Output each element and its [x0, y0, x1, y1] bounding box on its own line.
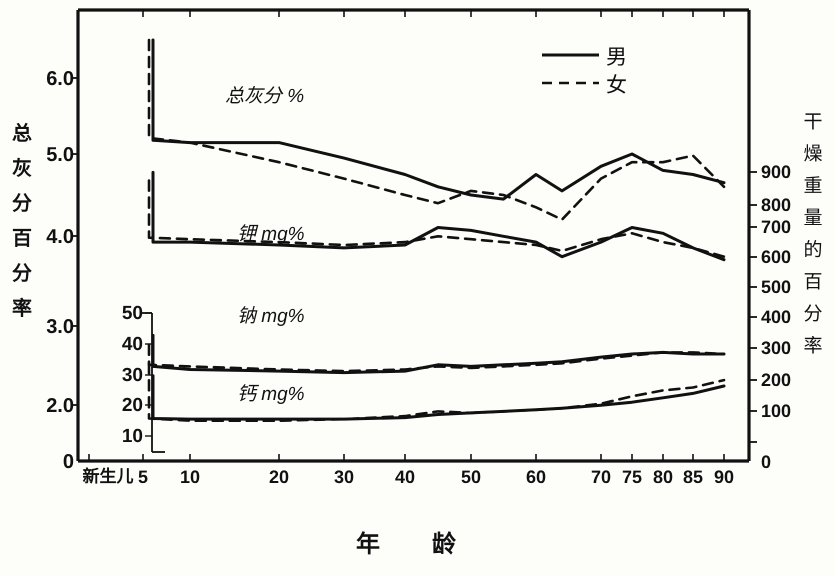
svg-text:900: 900 — [761, 162, 791, 182]
svg-text:率: 率 — [12, 297, 32, 320]
svg-text:4.0: 4.0 — [46, 226, 74, 248]
svg-text:30: 30 — [122, 365, 143, 386]
svg-text:3.0: 3.0 — [46, 316, 74, 338]
svg-text:分: 分 — [803, 304, 822, 325]
svg-text:女: 女 — [606, 74, 627, 97]
svg-text:75: 75 — [622, 467, 642, 487]
svg-text:率: 率 — [803, 335, 822, 357]
svg-text:总: 总 — [12, 122, 32, 145]
svg-text:100: 100 — [761, 401, 791, 421]
svg-text:500: 500 — [761, 277, 791, 297]
svg-text:800: 800 — [761, 195, 791, 215]
svg-text:钙 mg%: 钙 mg% — [237, 384, 305, 405]
svg-text:600: 600 — [761, 247, 791, 267]
svg-text:10: 10 — [180, 467, 200, 487]
svg-text:0: 0 — [63, 451, 74, 473]
svg-text:40: 40 — [395, 467, 415, 487]
svg-text:700: 700 — [761, 217, 791, 237]
svg-text:钠 mg%: 钠 mg% — [237, 306, 305, 327]
svg-text:2.0: 2.0 — [46, 395, 74, 417]
svg-text:70: 70 — [591, 467, 611, 487]
svg-text:钾 mg%: 钾 mg% — [237, 224, 305, 245]
svg-text:40: 40 — [122, 334, 143, 355]
svg-text:分: 分 — [12, 193, 32, 215]
svg-text:百: 百 — [12, 228, 32, 250]
svg-text:20: 20 — [122, 395, 143, 416]
svg-text:干: 干 — [803, 112, 822, 133]
svg-text:0: 0 — [761, 452, 771, 472]
svg-text:80: 80 — [653, 467, 673, 487]
svg-text:灰: 灰 — [12, 157, 32, 180]
svg-text:6.0: 6.0 — [46, 68, 74, 90]
svg-text:总灰分 %: 总灰分 % — [225, 86, 304, 107]
svg-text:20: 20 — [269, 467, 289, 487]
svg-text:新生儿: 新生儿 — [83, 467, 134, 486]
svg-text:分: 分 — [12, 263, 32, 285]
svg-text:5.0: 5.0 — [46, 144, 74, 166]
svg-text:30: 30 — [334, 467, 354, 487]
svg-text:百: 百 — [803, 272, 822, 293]
svg-text:50: 50 — [461, 467, 481, 487]
svg-text:量: 量 — [803, 208, 822, 229]
svg-text:60: 60 — [526, 467, 546, 487]
svg-text:90: 90 — [714, 467, 734, 487]
svg-text:的: 的 — [803, 239, 822, 261]
svg-text:5: 5 — [138, 467, 148, 487]
svg-text:300: 300 — [761, 338, 791, 358]
svg-text:重: 重 — [803, 176, 822, 197]
svg-text:年 龄: 年 龄 — [356, 531, 470, 558]
svg-text:400: 400 — [761, 307, 791, 327]
svg-text:85: 85 — [683, 467, 703, 487]
svg-text:男: 男 — [606, 46, 627, 69]
svg-text:50: 50 — [122, 303, 143, 324]
svg-text:燥: 燥 — [803, 144, 822, 165]
svg-text:10: 10 — [122, 426, 143, 447]
svg-text:200: 200 — [761, 370, 791, 390]
